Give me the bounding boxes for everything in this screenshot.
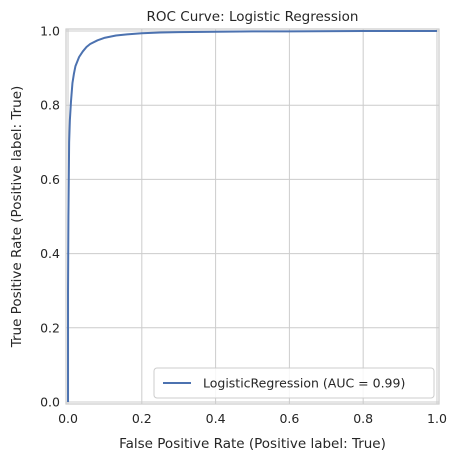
y-axis-label: True Positive Rate (Positive label: True… (9, 86, 25, 349)
series-layer (67, 30, 437, 402)
x-tick-label: 0.8 (353, 411, 373, 426)
x-tick-label: 0.0 (58, 411, 78, 426)
x-tick-label: 0.2 (132, 411, 152, 426)
y-tick-label: 0.6 (40, 172, 60, 187)
x-axis-label: False Positive Rate (Positive label: Tru… (119, 436, 386, 452)
y-tick-label: 1.0 (40, 24, 60, 39)
legend: LogisticRegression (AUC = 0.99) (153, 367, 435, 399)
x-tick-label: 1.0 (427, 411, 447, 426)
y-tick-label: 0.2 (40, 320, 60, 335)
x-tick-label: 0.6 (279, 411, 299, 426)
plot-frame (65, 28, 440, 405)
legend-box (153, 367, 435, 399)
y-tick-label: 0.8 (40, 98, 60, 113)
legend-label: LogisticRegression (AUC = 0.99) (203, 376, 405, 391)
roc-curve-line (67, 30, 437, 402)
y-tick-label: 0.0 (40, 394, 60, 409)
y-tick-label: 0.4 (40, 246, 60, 261)
plot-area (66, 29, 439, 404)
chart-title: ROC Curve: Logistic Regression (147, 9, 359, 25)
grid-lines (66, 29, 439, 404)
x-tick-labels: 0.0 0.2 0.4 0.6 0.8 1.0 (58, 411, 447, 426)
x-tick-label: 0.4 (206, 411, 226, 426)
y-tick-labels: 0.0 0.2 0.4 0.6 0.8 1.0 (40, 24, 60, 410)
